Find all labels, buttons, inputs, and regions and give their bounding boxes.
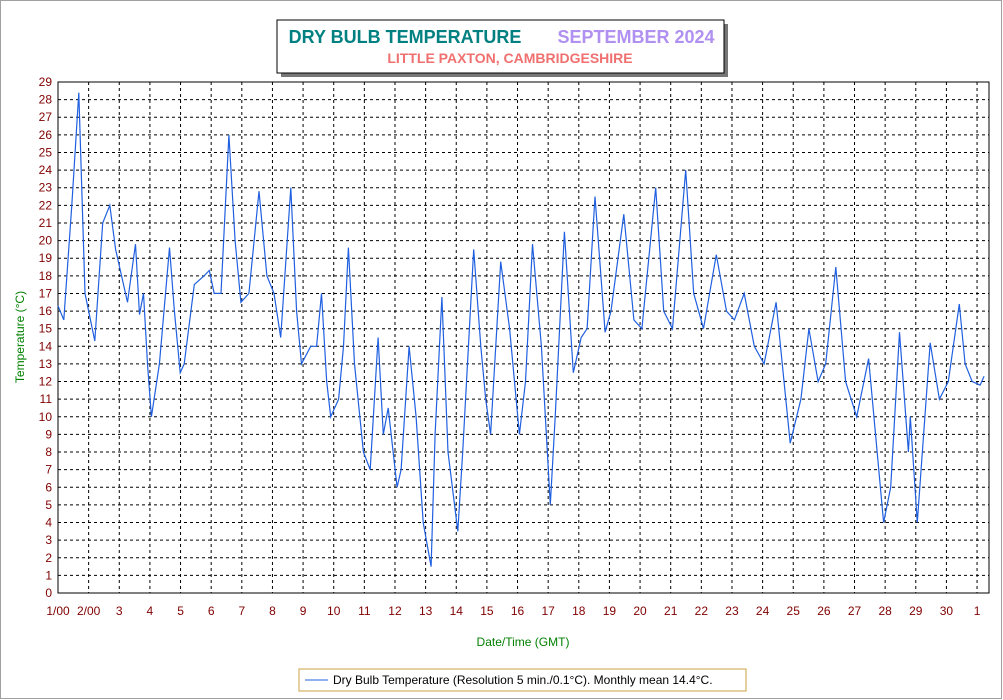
- chart-title-month: SEPTEMBER 2024: [557, 27, 714, 47]
- y-tick-label: 13: [39, 357, 53, 371]
- data-line: [57, 92, 985, 567]
- x-tick-label: 13: [419, 604, 433, 618]
- y-tick-label: 19: [39, 251, 53, 265]
- title-box: [276, 19, 725, 74]
- x-tick-label: 18: [572, 604, 586, 618]
- y-tick-label: 3: [45, 533, 52, 547]
- y-tick-label: 27: [39, 110, 53, 124]
- x-tick-label: 9: [300, 604, 307, 618]
- y-tick-label: 6: [45, 480, 52, 494]
- x-tick-label: 17: [541, 604, 555, 618]
- x-tick-label: 22: [695, 604, 709, 618]
- y-tick-label: 9: [45, 427, 52, 441]
- plot-area: [57, 81, 990, 594]
- x-tick-label: 16: [511, 604, 525, 618]
- x-axis-label: Date/Time (GMT): [477, 635, 570, 649]
- x-tick-label: 11: [358, 604, 371, 618]
- y-tick-label: 17: [39, 286, 53, 300]
- y-tick-label: 29: [39, 75, 53, 89]
- y-tick-label: 2: [45, 551, 52, 565]
- x-tick-label: 20: [633, 604, 647, 618]
- y-tick-label: 21: [39, 216, 53, 230]
- y-tick-label: 28: [39, 93, 53, 107]
- y-tick-label: 10: [39, 410, 53, 424]
- y-tick-label: 24: [39, 163, 53, 177]
- y-tick-label: 20: [39, 234, 53, 248]
- x-tick-label: 2/00: [77, 604, 101, 618]
- x-tick-label: 15: [480, 604, 494, 618]
- y-tick-label: 4: [45, 516, 52, 530]
- x-tick-label: 19: [603, 604, 617, 618]
- y-tick-label: 26: [39, 128, 53, 142]
- x-tick-label: 7: [238, 604, 245, 618]
- x-tick-label: 21: [664, 604, 678, 618]
- x-tick-label: 29: [909, 604, 923, 618]
- x-tick-label: 23: [725, 604, 739, 618]
- x-tick-label: 4: [147, 604, 154, 618]
- legend-label: Dry Bulb Temperature (Resolution 5 min./…: [333, 673, 713, 687]
- x-tick-label: 5: [177, 604, 184, 618]
- x-tick-label: 3: [116, 604, 123, 618]
- y-tick-label: 7: [45, 463, 52, 477]
- chart-subtitle: LITTLE PAXTON, CAMBRIDGESHIRE: [387, 50, 632, 66]
- x-tick-label: 12: [388, 604, 402, 618]
- x-tick-label: 8: [269, 604, 276, 618]
- x-tick-label: 26: [817, 604, 831, 618]
- x-tick-label: 30: [940, 604, 954, 618]
- y-tick-label: 0: [45, 586, 52, 600]
- y-tick-label: 14: [39, 339, 53, 353]
- y-tick-label: 23: [39, 181, 53, 195]
- y-tick-label: 22: [39, 198, 53, 212]
- x-tick-label: 24: [756, 604, 770, 618]
- y-tick-label: 1: [45, 568, 52, 582]
- y-tick-label: 18: [39, 269, 53, 283]
- x-tick-label: 25: [787, 604, 801, 618]
- x-tick-label: 14: [450, 604, 464, 618]
- x-tick-label: 6: [208, 604, 215, 618]
- x-tick-label: 1/00: [46, 604, 70, 618]
- y-axis-label: Temperature (°C): [13, 291, 27, 383]
- y-tick-label: 15: [39, 322, 53, 336]
- chart-title: DRY BULB TEMPERATURE: [289, 27, 522, 47]
- x-tick-label: 28: [878, 604, 892, 618]
- y-tick-label: 8: [45, 445, 52, 459]
- y-tick-label: 25: [39, 145, 53, 159]
- x-tick-label: 1: [974, 604, 981, 618]
- x-tick-label: 10: [327, 604, 341, 618]
- y-tick-label: 16: [39, 304, 53, 318]
- y-tick-label: 12: [39, 375, 53, 389]
- x-tick-label: 27: [848, 604, 862, 618]
- y-tick-label: 5: [45, 498, 52, 512]
- legend-box: [298, 668, 747, 692]
- y-tick-label: 11: [40, 392, 53, 406]
